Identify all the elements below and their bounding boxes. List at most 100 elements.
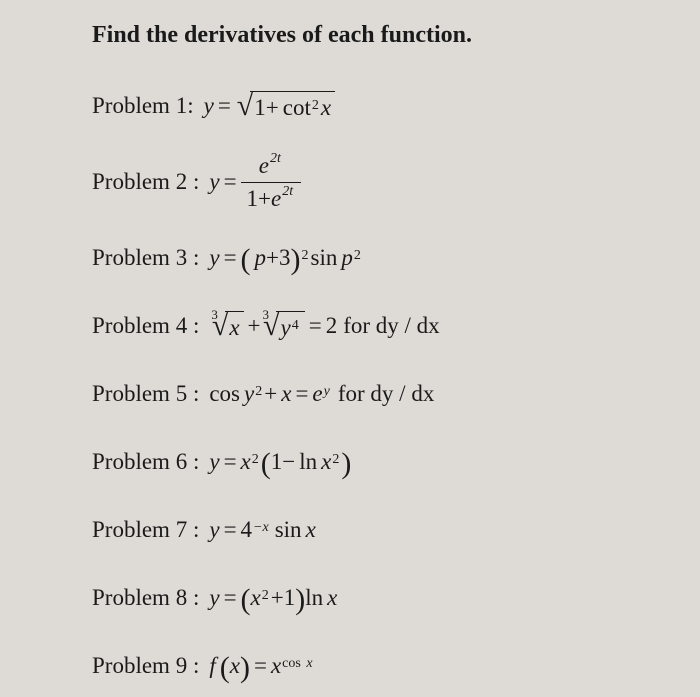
p4-rhs: 2: [326, 313, 338, 339]
p1-cot-pow: 2: [312, 98, 319, 114]
p6-op: =: [224, 449, 237, 475]
p4-tail: for dy / dx: [343, 313, 439, 339]
p1-op: =: [218, 93, 231, 119]
p1-lhs: y: [204, 93, 214, 119]
problem-1: Problem 1: y = √ 1 + cot 2 x: [92, 75, 700, 137]
p7-exp: −x: [253, 520, 269, 536]
p7-sin: sin: [275, 517, 302, 543]
p5-plus: +: [264, 381, 277, 407]
p8-one: 1: [284, 585, 296, 611]
problem-8: Problem 8 : y = ( x 2 + 1 ) ln x: [92, 567, 700, 629]
problem-3: Problem 3 : y = ( p + 3 ) 2 sin p 2: [92, 227, 700, 289]
problem-1-equation: y = √ 1 + cot 2 x: [204, 91, 335, 121]
p4-eq: =: [309, 313, 322, 339]
p3-sin: sin: [311, 245, 338, 271]
problem-6-equation: y = x 2 ( 1 − ln x 2 ): [209, 445, 351, 479]
p5-x: x: [281, 381, 291, 407]
p2-op: =: [224, 169, 237, 195]
problem-7: Problem 7 : y = 4 −x sin x: [92, 499, 700, 561]
p3-lhs: y: [209, 245, 219, 271]
p2-fraction: e2t 1+e2t: [241, 151, 302, 214]
p3-lparen: (: [241, 243, 251, 277]
p2-den-1: 1: [247, 186, 259, 211]
p2-num-e: e: [259, 153, 269, 178]
p1-radicand: 1 + cot 2 x: [250, 91, 335, 121]
p5-e-pow: y: [324, 384, 330, 400]
p1-plus: +: [266, 95, 279, 121]
p5-cos: cos: [209, 381, 240, 407]
p5-y-pow: 2: [255, 384, 262, 400]
p3-op: =: [224, 245, 237, 271]
p6-ln: ln: [299, 449, 317, 475]
p4-y-pow: 4: [292, 318, 299, 334]
p9-rparen: ): [240, 651, 250, 685]
p4-plus: +: [248, 313, 261, 339]
p5-tail: for dy / dx: [338, 381, 434, 407]
p9-f: f: [209, 653, 215, 679]
problem-2-label: Problem 2 :: [92, 169, 199, 195]
problem-7-equation: y = 4 −x sin x: [209, 517, 315, 543]
p8-plus: +: [271, 585, 284, 611]
p8-op: =: [224, 585, 237, 611]
p8-lparen: (: [241, 583, 251, 617]
p6-inner-x: x: [321, 449, 331, 475]
p3-3: 3: [279, 245, 291, 271]
p4-x: x: [229, 315, 239, 341]
p5-e: e: [312, 381, 322, 407]
p8-arg: x: [327, 585, 337, 611]
p3-arg-pow: 2: [354, 248, 361, 264]
p2-den-e: e: [271, 186, 281, 211]
p9-exp-arg: x: [306, 656, 312, 671]
p4-root2: 3 √ y4: [263, 311, 305, 341]
p3-plus: +: [266, 245, 279, 271]
problem-7-label: Problem 7 :: [92, 517, 199, 543]
problem-8-label: Problem 8 :: [92, 585, 199, 611]
fraction-bar-icon: [241, 182, 302, 183]
problem-5-label: Problem 5 :: [92, 381, 199, 407]
p3-arg-p: p: [341, 245, 353, 271]
problem-2-equation: y = e2t 1+e2t: [209, 151, 305, 214]
p9-exp: cos x: [282, 656, 312, 672]
p6-lparen: (: [261, 447, 271, 481]
p2-lhs: y: [209, 169, 219, 195]
page-title: Find the derivatives of each function.: [92, 22, 700, 49]
p7-op: =: [224, 517, 237, 543]
p8-rparen: ): [295, 583, 305, 617]
problem-9: Problem 9 : f ( x ) = x cos x: [92, 635, 700, 697]
p9-op: =: [254, 653, 267, 679]
p4-root1-radicand: x: [225, 311, 243, 341]
p2-numerator: e2t: [253, 151, 289, 181]
p8-lhs: y: [209, 585, 219, 611]
problem-5: Problem 5 : cos y 2 + x = e y for dy / d…: [92, 363, 700, 425]
p1-cot: cot: [283, 95, 311, 121]
p4-root2-radicand: y4: [276, 311, 304, 341]
p7-arg: x: [306, 517, 316, 543]
problem-6-label: Problem 6 :: [92, 449, 199, 475]
p2-den-exp: 2t: [282, 184, 293, 199]
problem-4: Problem 4 : 3 √ x + 3 √ y4 = 2 for dy / …: [92, 295, 700, 357]
p1-x: x: [321, 95, 331, 121]
p6-inner-pow: 2: [332, 452, 339, 468]
p8-x-pow: 2: [262, 588, 269, 604]
p7-lhs: y: [209, 517, 219, 543]
p5-eq: =: [295, 381, 308, 407]
p6-one: 1: [271, 449, 283, 475]
p3-rparen: ): [291, 243, 301, 277]
p6-minus: −: [282, 449, 295, 475]
p9-lparen: (: [220, 651, 230, 685]
p5-y: y: [244, 381, 254, 407]
p9-base: x: [271, 653, 281, 679]
problem-2: Problem 2 : y = e2t 1+e2t: [92, 143, 700, 221]
p7-base: 4: [241, 517, 253, 543]
problem-9-equation: f ( x ) = x cos x: [209, 649, 314, 683]
problem-3-label: Problem 3 :: [92, 245, 199, 271]
p9-arg: x: [230, 653, 240, 679]
p3-p: p: [255, 245, 267, 271]
p8-ln: ln: [305, 585, 323, 611]
p6-rparen: ): [341, 447, 351, 481]
problem-8-equation: y = ( x 2 + 1 ) ln x: [209, 581, 337, 615]
p3-outer-pow: 2: [302, 248, 309, 264]
p8-x: x: [251, 585, 261, 611]
p2-den-plus: +: [258, 186, 271, 211]
problem-9-label: Problem 9 :: [92, 653, 199, 679]
